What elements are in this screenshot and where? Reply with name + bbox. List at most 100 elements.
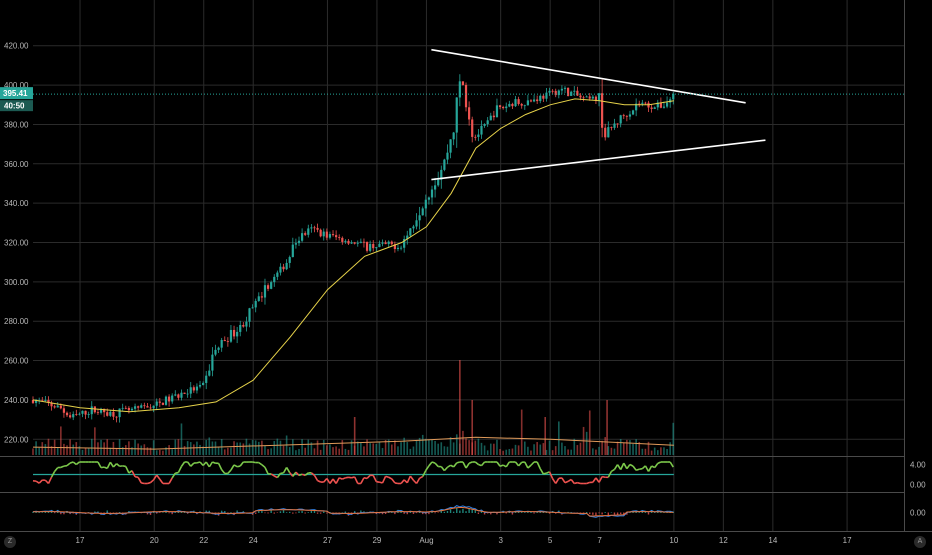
candle-body (629, 114, 631, 116)
volume-bar (450, 437, 452, 455)
volume-bar (465, 438, 467, 455)
candle-body (530, 100, 532, 101)
volume-bar (505, 450, 507, 455)
candle-body (88, 414, 90, 415)
candle-body (626, 116, 628, 117)
candle-body (208, 371, 210, 376)
candle-body (292, 245, 294, 257)
volume-bar (348, 450, 350, 455)
volume-bar (119, 439, 121, 455)
candle-body (663, 107, 665, 108)
volume-bar (116, 448, 118, 455)
macd-histogram-bar (586, 512, 587, 513)
macd-histogram-bar (444, 512, 445, 513)
volume-bar (586, 432, 588, 455)
x-tick-label: 7 (597, 536, 602, 545)
candle-body (199, 385, 201, 387)
candle-body (60, 406, 62, 409)
candle-body (354, 242, 356, 243)
candle-body (63, 408, 65, 412)
candle-body (149, 408, 151, 409)
candle-body (112, 412, 114, 417)
candle-body (400, 248, 402, 249)
volume-bar (385, 440, 387, 455)
macd-histogram-bar (255, 513, 256, 514)
volume-bar (255, 440, 257, 455)
volume-bar (657, 450, 659, 455)
volume-bar (422, 435, 424, 455)
macd-histogram-bar (447, 511, 448, 513)
candle-body (446, 153, 448, 160)
volume-bar (493, 444, 495, 455)
volume-bar (60, 426, 62, 455)
volume-bar (178, 439, 180, 455)
volume-bar (264, 445, 266, 455)
candle-body (542, 96, 544, 99)
volume-bar (295, 450, 297, 455)
volume-bar (416, 440, 418, 455)
volume-bar (45, 444, 47, 455)
indicator-1-segment (147, 483, 150, 484)
volume-bar (379, 442, 381, 455)
macd-histogram-bar (462, 509, 463, 513)
volume-bar (35, 441, 37, 455)
volume-bar (606, 400, 608, 455)
volume-bar (626, 440, 628, 455)
volume-bar (193, 444, 195, 455)
volume-bar (270, 448, 272, 455)
candle-body (122, 408, 124, 409)
candle-body (511, 104, 513, 106)
candle-body (177, 394, 179, 397)
candle-body (576, 91, 578, 96)
volume-bar (252, 440, 254, 455)
candle-body (84, 411, 86, 415)
candle-body (307, 228, 309, 234)
volume-bar (317, 440, 319, 455)
auto-scale-left-button[interactable]: Z (4, 536, 16, 548)
candle-body (180, 393, 182, 398)
candle-body (125, 408, 127, 409)
indicator-1-segment (302, 474, 305, 475)
candle-body (211, 355, 213, 371)
auto-scale-button[interactable]: A (914, 536, 926, 548)
indicator-1-segment (636, 469, 639, 470)
candle-body (304, 233, 306, 235)
volume-bar (314, 448, 316, 455)
volume-bar (280, 441, 282, 455)
macd-histogram-bar (264, 513, 265, 514)
volume-bar (604, 437, 606, 455)
volume-bar (338, 449, 340, 455)
macd-histogram-bar (168, 513, 169, 514)
candle-body (106, 412, 108, 416)
indicator-1-segment (70, 462, 73, 463)
macd-histogram-bar (407, 513, 408, 515)
volume-bar (140, 446, 142, 455)
candle-body (143, 405, 145, 406)
candle-body (230, 330, 232, 342)
volume-bar (32, 448, 34, 455)
x-tick-label: 20 (150, 536, 159, 545)
candle-body (651, 108, 653, 109)
volume-bar (184, 446, 186, 455)
candle-body (468, 107, 470, 119)
candle-body (196, 387, 198, 391)
volume-bar (376, 444, 378, 455)
candle-body (409, 228, 411, 235)
x-tick-label: 12 (719, 536, 728, 545)
volume-bar (144, 444, 146, 455)
volume-bar (573, 439, 575, 455)
candle-body (496, 105, 498, 117)
volume-bar (487, 450, 489, 455)
macd-histogram-bar (428, 513, 429, 515)
candle-body (499, 105, 501, 107)
candle-body (620, 115, 622, 123)
candle-body (524, 105, 526, 106)
candle-body (412, 226, 414, 228)
volume-bar (292, 439, 294, 455)
macd-histogram-bar (459, 511, 460, 513)
macd-histogram-bar (472, 510, 473, 513)
candle-body (258, 296, 260, 301)
volume-bar (196, 442, 198, 455)
